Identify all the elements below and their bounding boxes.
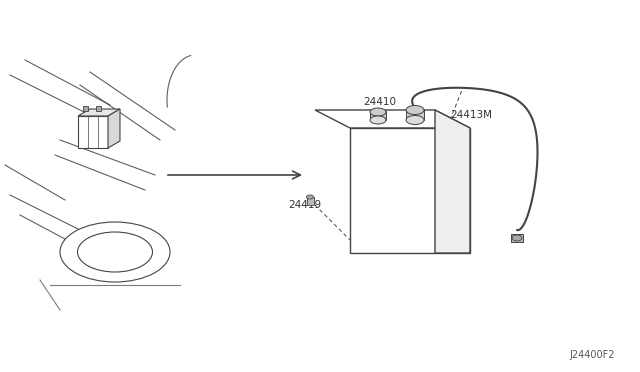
Bar [406,109,424,120]
Polygon shape [78,116,108,148]
Bar [83,106,88,111]
Bar [511,234,523,242]
Bar [307,197,314,205]
Text: 24410: 24410 [363,97,396,107]
Ellipse shape [370,108,386,116]
Ellipse shape [370,116,386,124]
Bar [370,111,386,120]
Polygon shape [108,109,120,148]
Text: 24413M: 24413M [450,110,492,120]
Polygon shape [315,110,470,128]
Ellipse shape [307,195,314,199]
Ellipse shape [406,106,424,115]
Polygon shape [350,128,470,253]
Polygon shape [78,109,120,116]
Text: 24419: 24419 [288,200,321,210]
Text: J24400F2: J24400F2 [570,350,615,360]
Ellipse shape [406,115,424,125]
Ellipse shape [60,222,170,282]
Ellipse shape [77,232,152,272]
Bar [96,106,101,111]
Polygon shape [435,110,470,253]
Ellipse shape [512,235,522,241]
